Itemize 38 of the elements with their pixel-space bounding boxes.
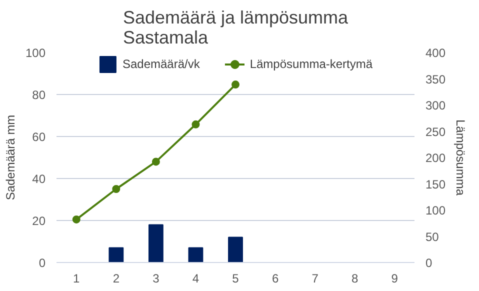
y-tick-label: 80 xyxy=(32,88,46,102)
point xyxy=(72,215,80,224)
point xyxy=(112,185,120,193)
legend-label: Sademäärä/vk xyxy=(122,57,200,71)
y2-tick-label: 0 xyxy=(426,256,432,270)
y2-tick-label: 50 xyxy=(426,230,440,244)
x-tick-label: 8 xyxy=(351,272,358,286)
bar xyxy=(228,236,243,262)
bar xyxy=(108,247,124,262)
y2-tick-label: 350 xyxy=(426,72,446,86)
x-tick-label: 1 xyxy=(73,272,80,286)
legend-label: Lämpösumma-kertymä xyxy=(250,57,373,71)
point xyxy=(152,158,160,166)
x-tick-label: 4 xyxy=(192,272,200,286)
x-tick-label: 6 xyxy=(272,272,279,286)
y2-tick-label: 400 xyxy=(426,46,446,60)
x-tick-label: 2 xyxy=(112,272,120,286)
x-tick-label: 5 xyxy=(232,272,240,286)
x-tick-label: 3 xyxy=(152,272,160,286)
y-tick-label: 0 xyxy=(38,256,46,270)
point xyxy=(232,80,240,89)
y2-tick-label: 250 xyxy=(426,124,446,139)
y-tick-label: 20 xyxy=(32,214,46,228)
y2-tick-label: 150 xyxy=(426,177,446,192)
y2-tick-label: 100 xyxy=(426,204,446,218)
y-tick-label: 100 xyxy=(25,46,46,60)
bar xyxy=(188,247,204,262)
y2-axis-title: Lämpösumma xyxy=(454,119,468,196)
y2-tick-label: 200 xyxy=(426,151,446,165)
y-tick-label: 60 xyxy=(32,130,46,144)
y-tick-label: 40 xyxy=(32,172,46,186)
chart-title: Sademäärä ja lämpösumma Sastamala xyxy=(122,8,350,48)
x-tick-label: 7 xyxy=(312,272,319,286)
x-tick-label: 9 xyxy=(391,272,398,286)
y-axis-title: Sademäärä mm xyxy=(3,114,18,200)
y2-tick-label: 300 xyxy=(426,98,446,112)
bar xyxy=(148,224,164,262)
point xyxy=(192,120,200,128)
